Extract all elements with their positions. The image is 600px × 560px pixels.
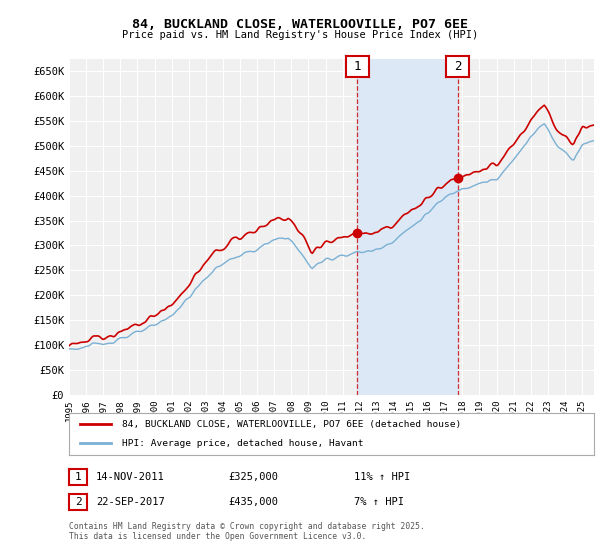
Text: 1: 1 [74,472,82,482]
Text: 11% ↑ HPI: 11% ↑ HPI [354,472,410,482]
Text: HPI: Average price, detached house, Havant: HPI: Average price, detached house, Hava… [121,439,363,448]
Text: £435,000: £435,000 [228,497,278,507]
Text: Contains HM Land Registry data © Crown copyright and database right 2025.
This d: Contains HM Land Registry data © Crown c… [69,522,425,542]
Text: 84, BUCKLAND CLOSE, WATERLOOVILLE, PO7 6EE: 84, BUCKLAND CLOSE, WATERLOOVILLE, PO7 6… [132,18,468,31]
Bar [358,59,458,395]
Text: 14-NOV-2011: 14-NOV-2011 [96,472,165,482]
Text: 7% ↑ HPI: 7% ↑ HPI [354,497,404,507]
Text: £325,000: £325,000 [228,472,278,482]
Text: 2: 2 [454,60,461,73]
Text: Price paid vs. HM Land Registry's House Price Index (HPI): Price paid vs. HM Land Registry's House … [122,30,478,40]
Text: 2: 2 [74,497,82,507]
Text: 84, BUCKLAND CLOSE, WATERLOOVILLE, PO7 6EE (detached house): 84, BUCKLAND CLOSE, WATERLOOVILLE, PO7 6… [121,419,461,428]
Text: 22-SEP-2017: 22-SEP-2017 [96,497,165,507]
Text: 1: 1 [354,60,361,73]
